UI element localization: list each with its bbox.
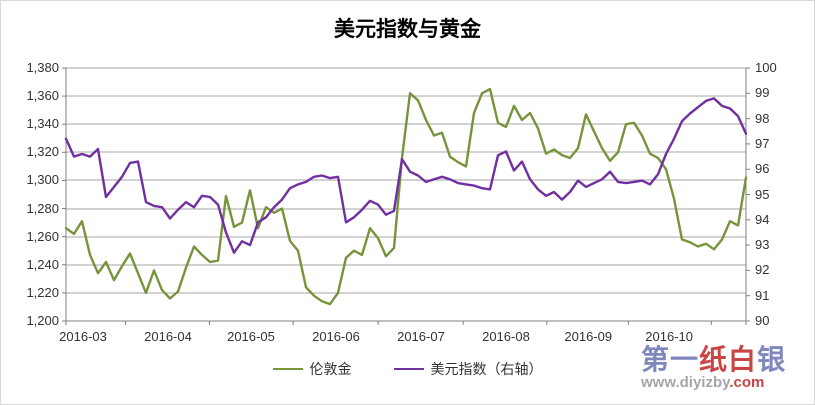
right-axis-tick-label: 100 [755, 60, 777, 75]
watermark-brand-char: 第 [641, 344, 671, 375]
left-axis-tick-label: 1,300 [26, 172, 59, 188]
x-axis-tick-label: 2016-09 [564, 329, 613, 344]
x-axis-tick-label: 2016-03 [59, 329, 107, 344]
legend-label-gold: 伦敦金 [309, 361, 352, 377]
x-axis-tick-label: 2016-08 [482, 329, 530, 344]
right-axis-tick-label: 95 [755, 186, 770, 202]
usd-index-series-line [64, 97, 748, 254]
usd-line-swatch-icon [393, 368, 424, 370]
x-axis-tick-label: 2016-04 [144, 329, 192, 344]
left-axis-tick-label: 1,280 [26, 200, 59, 216]
left-axis-tick-label: 1,360 [26, 88, 59, 104]
right-axis-tick-label: 94 [755, 211, 770, 227]
legend-item-usd-index: 美元指数（右轴） [393, 359, 543, 379]
x-axis-tick-label: 2016-06 [312, 329, 360, 344]
watermark-url: www.diyizby.com [641, 375, 811, 391]
right-axis-tick-label: 98 [755, 110, 770, 126]
left-axis-tick-label: 1,220 [26, 284, 59, 300]
right-axis-tick-label: 93 [755, 237, 770, 253]
x-axis-tick-label: 2016-10 [645, 329, 694, 344]
watermark: 第一纸白银 www.diyizby.com [641, 345, 811, 391]
left-axis-tick-label: 1,320 [26, 144, 59, 160]
right-axis-tick-label: 90 [755, 313, 770, 328]
right-axis-tick-label: 96 [755, 161, 770, 177]
chart-title: 美元指数与黄金 [334, 16, 481, 41]
legend-label-usd-index: 美元指数（右轴） [430, 361, 543, 377]
right-axis-tick-label: 92 [755, 262, 770, 278]
right-axis-tick-label: 99 [755, 85, 770, 101]
x-axis-tick-label: 2016-07 [397, 329, 445, 344]
watermark-url-suffix: .com [729, 374, 765, 392]
right-axis-tick-label: 91 [755, 287, 770, 303]
left-axis-tick-label: 1,200 [26, 313, 59, 328]
gold-line-swatch-icon [272, 368, 303, 370]
left-axis-tick-label: 1,380 [26, 60, 59, 75]
legend-item-gold: 伦敦金 [272, 359, 352, 379]
watermark-url-main: www.diyizby [641, 374, 730, 392]
gold-series-line [64, 87, 748, 306]
legend: 伦敦金 美元指数（右轴） [1, 359, 814, 379]
left-axis-tick-label: 1,260 [26, 228, 59, 244]
left-axis-tick-label: 1,240 [26, 256, 59, 272]
watermark-brand-char: 纸 [699, 344, 729, 375]
x-axis-tick-label: 2016-05 [227, 329, 275, 344]
right-axis-tick-label: 97 [755, 135, 770, 151]
watermark-brand: 第一纸白银 [641, 345, 811, 374]
left-axis-tick-label: 1,340 [26, 116, 59, 132]
watermark-brand-char: 银 [757, 344, 787, 375]
watermark-brand-char: 白 [728, 344, 758, 375]
watermark-brand-char: 一 [670, 344, 700, 375]
